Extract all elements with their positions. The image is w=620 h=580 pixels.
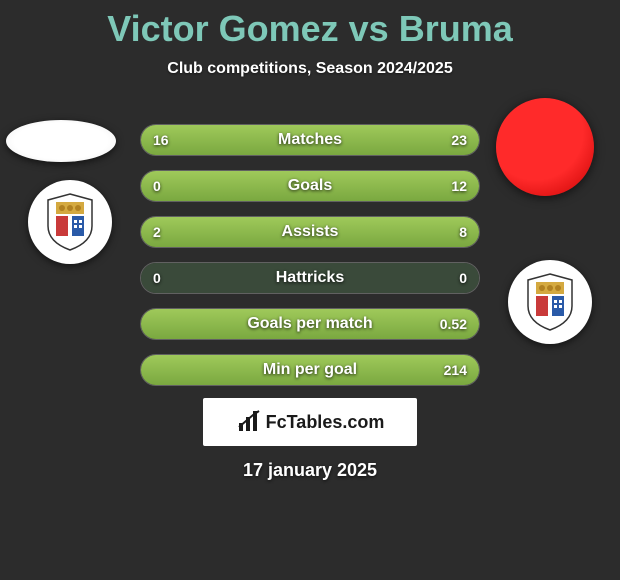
chart-icon [236,409,262,435]
date-text: 17 january 2025 [0,460,620,481]
stat-value-left: 16 [153,125,169,155]
stat-value-right: 214 [444,355,467,385]
stat-row: Hattricks0 0 [140,262,480,294]
team-crest-right [508,260,592,344]
stat-label: Goals [141,171,479,201]
player-left-indicator [6,120,116,162]
page-title: Victor Gomez vs Bruma [0,0,620,50]
stat-row: Matches16 23 [140,124,480,156]
stat-label: Goals per match [141,309,479,339]
stat-label: Min per goal [141,355,479,385]
shield-icon [42,192,98,252]
stat-label: Matches [141,125,479,155]
player-right-indicator [496,98,594,196]
stat-value-right: 0 [459,263,467,293]
stat-value-left: 0 [153,171,161,201]
stat-row: Goals0 12 [140,170,480,202]
branding-badge: FcTables.com [203,398,417,446]
shield-icon [522,272,578,332]
stat-label: Assists [141,217,479,247]
stat-value-right: 8 [459,217,467,247]
stats-area: Matches1623Goals012Assists28Hattricks00G… [0,106,620,386]
stat-row: Min per goal214 [140,354,480,386]
team-crest-left [28,180,112,264]
stat-row: Assists2 8 [140,216,480,248]
stat-value-right: 23 [451,125,467,155]
branding-text: FcTables.com [266,412,385,433]
stat-value-left: 2 [153,217,161,247]
subtitle: Club competitions, Season 2024/2025 [0,60,620,78]
stat-value-left: 0 [153,263,161,293]
stat-value-right: 12 [451,171,467,201]
stat-label: Hattricks [141,263,479,293]
stat-value-right: 0.52 [440,309,467,339]
stat-row: Goals per match0.52 [140,308,480,340]
